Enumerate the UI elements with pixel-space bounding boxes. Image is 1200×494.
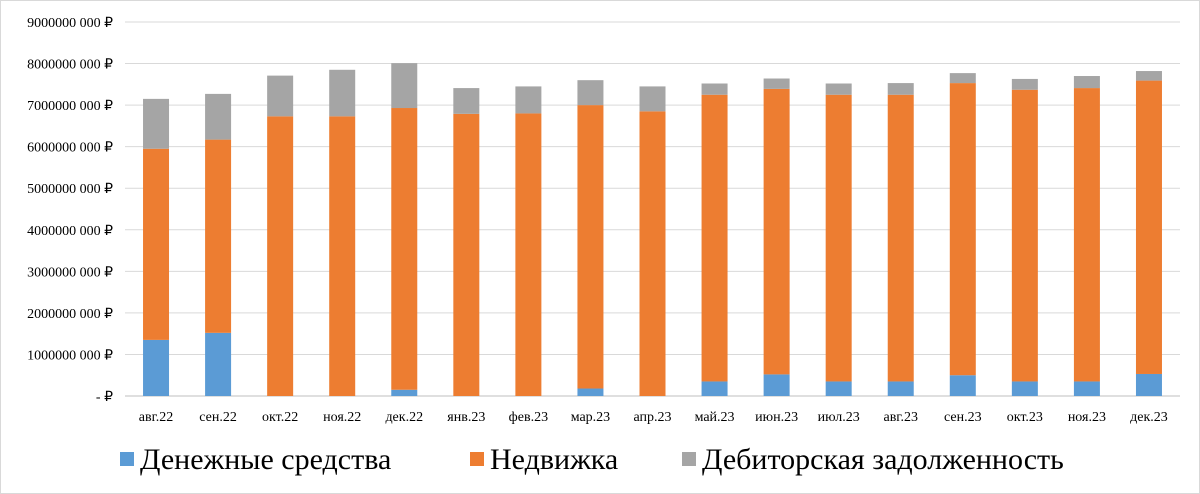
bar-segment — [329, 116, 356, 396]
y-tick-label: 1000000 000 ₽ — [27, 348, 113, 363]
legend-item: Недвижка — [470, 443, 618, 476]
x-tick-label: авг.23 — [883, 410, 918, 425]
y-tick-label: 2000000 000 ₽ — [27, 307, 113, 322]
bar-segment — [949, 375, 976, 396]
bar-segment — [1135, 80, 1162, 374]
y-tick-label: 4000000 000 ₽ — [27, 224, 113, 239]
x-tick-label: янв.23 — [447, 410, 485, 425]
bar-segment — [825, 381, 852, 396]
y-axis: - ₽ 1000000 000 ₽ 2000000 000 ₽ 3000000 000… — [27, 16, 113, 405]
bar-segment — [453, 113, 480, 397]
bar-segment — [949, 83, 976, 376]
y-tick-label: 7000000 000 ₽ — [27, 99, 113, 114]
bar-segment — [825, 83, 852, 95]
x-tick-label: сен.23 — [944, 410, 982, 425]
bar-segment — [1011, 78, 1038, 90]
x-tick-label: авг.22 — [139, 410, 174, 425]
x-tick-label: мар.23 — [571, 410, 610, 425]
bar-segment — [949, 73, 976, 84]
x-tick-label: апр.23 — [633, 410, 671, 425]
bar-segment — [825, 94, 852, 382]
y-tick-label: 8000000 000 ₽ — [27, 58, 113, 73]
bar-segment — [1073, 88, 1100, 382]
bar-segment — [701, 381, 728, 396]
bar-segment — [577, 105, 604, 389]
bar-segment — [453, 88, 480, 114]
x-tick-label: июл.23 — [818, 410, 860, 425]
bar-segment — [887, 83, 914, 95]
bars — [143, 63, 1162, 397]
bar-segment — [329, 69, 356, 117]
x-tick-label: дек.22 — [385, 410, 423, 425]
x-tick-label: фев.23 — [509, 410, 548, 425]
bar-segment — [143, 148, 170, 340]
bar-segment — [1073, 381, 1100, 396]
y-tick-label: 6000000 000 ₽ — [27, 141, 113, 156]
legend-swatch — [120, 452, 134, 466]
bar-segment — [1135, 373, 1162, 396]
bar-segment — [639, 86, 666, 112]
bar-segment — [391, 389, 418, 396]
bar-segment — [391, 63, 418, 109]
bar-segment — [887, 94, 914, 382]
x-tick-label: окт.22 — [262, 410, 298, 425]
x-axis: авг.22 сен.22 окт.22 ноя.22 дек.22 янв.23 фев.… — [139, 410, 1168, 425]
bar-segment — [577, 388, 604, 396]
bar-segment — [701, 83, 728, 95]
bar-segment — [143, 98, 170, 149]
legend-swatch — [470, 452, 484, 466]
bar-segment — [515, 86, 542, 114]
x-tick-label: дек.23 — [1130, 410, 1168, 425]
bar-segment — [1073, 76, 1100, 89]
legend-label: Денежные средства — [140, 443, 391, 476]
bar-segment — [887, 381, 914, 396]
bar-segment — [267, 75, 294, 117]
bar-segment — [267, 116, 294, 396]
bar-segment — [205, 93, 232, 140]
gridlines — [125, 21, 1180, 397]
x-tick-label: окт.23 — [1007, 410, 1043, 425]
x-tick-label: сен.22 — [199, 410, 237, 425]
bar-segment — [205, 139, 232, 333]
legend: Денежные средства Недвижка Дебиторская зад… — [120, 443, 1064, 476]
bar-segment — [639, 111, 666, 396]
y-tick-label: 5000000 000 ₽ — [27, 182, 113, 197]
legend-item: Денежные средства — [120, 443, 391, 476]
x-tick-label: ноя.23 — [1068, 410, 1106, 425]
legend-label: Дебиторская задолженность — [702, 443, 1064, 476]
x-tick-label: июн.23 — [755, 410, 798, 425]
bar-segment — [391, 108, 418, 390]
legend-label: Недвижка — [490, 443, 618, 476]
legend-swatch — [682, 452, 696, 466]
bar-segment — [763, 78, 790, 89]
bar-segment — [1011, 89, 1038, 382]
bar-segment — [763, 88, 790, 375]
y-tick-label: - ₽ — [96, 390, 113, 405]
legend-item: Дебиторская задолженность — [682, 443, 1064, 476]
y-tick-label: 9000000 000 ₽ — [27, 16, 113, 31]
x-tick-label: ноя.22 — [323, 410, 361, 425]
bar-segment — [577, 80, 604, 106]
bar-segment — [205, 332, 232, 396]
bar-segment — [701, 94, 728, 382]
bar-segment — [763, 374, 790, 396]
bar-segment — [143, 339, 170, 396]
y-tick-label: 3000000 000 ₽ — [27, 265, 113, 280]
x-tick-label: май.23 — [695, 410, 735, 425]
bar-segment — [1135, 71, 1162, 81]
bar-segment — [1011, 381, 1038, 396]
bar-segment — [515, 113, 542, 396]
